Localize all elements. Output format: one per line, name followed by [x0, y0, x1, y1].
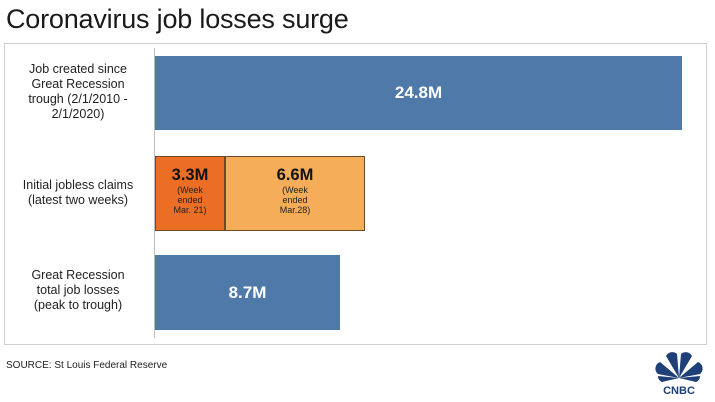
bar-segment: 6.6M (Week ended Mar.28): [225, 156, 365, 231]
bar-note-line: Mar.28): [279, 205, 311, 215]
bar-value-label: 3.3M: [171, 166, 209, 184]
bar-note-line: Mar. 21): [173, 205, 207, 215]
bar-note-label: (Week ended Mar.28): [226, 185, 364, 215]
category-label-line: 2/1/2020): [51, 107, 105, 121]
cnbc-peacock-logo: CNBC: [655, 352, 703, 397]
bar-note-line: (Week: [282, 185, 308, 195]
category-label-line: trough (2/1/2010 -: [28, 92, 128, 106]
chart-frame: [4, 43, 707, 345]
chart-title: Coronavirus job losses surge: [6, 4, 349, 34]
category-label-jobless-claims: Initial jobless claims (latest two weeks…: [4, 178, 152, 208]
category-label-line: (latest two weeks): [27, 193, 129, 207]
bar-segment: 3.3M (Week ended Mar. 21): [155, 156, 225, 231]
category-label-line: Initial jobless claims: [22, 178, 134, 192]
bar-note-line: ended: [282, 195, 308, 205]
logo-text: CNBC: [663, 385, 695, 397]
category-label-line: Great Recession: [31, 77, 125, 91]
bar-value-label: 6.6M: [276, 166, 314, 184]
source-note: SOURCE: St Louis Federal Reserve: [6, 360, 168, 371]
bar-value-label: 24.8M: [394, 83, 443, 102]
bar-note-line: (Week: [177, 185, 203, 195]
bar-note-label: (Week ended Mar. 21): [156, 185, 224, 215]
category-label-line: (peak to trough): [33, 298, 123, 312]
bar-note-line: ended: [177, 195, 203, 205]
bar: 24.8M: [155, 56, 682, 130]
category-axis-line: [154, 48, 155, 338]
category-label-line: Job created since: [29, 62, 127, 76]
category-label-great-recession-losses: Great Recession total job losses (peak t…: [4, 268, 152, 313]
bar: 8.7M: [155, 255, 340, 330]
bar-value-label: 8.7M: [228, 282, 267, 302]
category-label-line: total job losses: [36, 283, 120, 297]
category-label-jobs-created: Job created since Great Recession trough…: [4, 62, 152, 122]
category-label-line: Great Recession: [31, 268, 125, 282]
